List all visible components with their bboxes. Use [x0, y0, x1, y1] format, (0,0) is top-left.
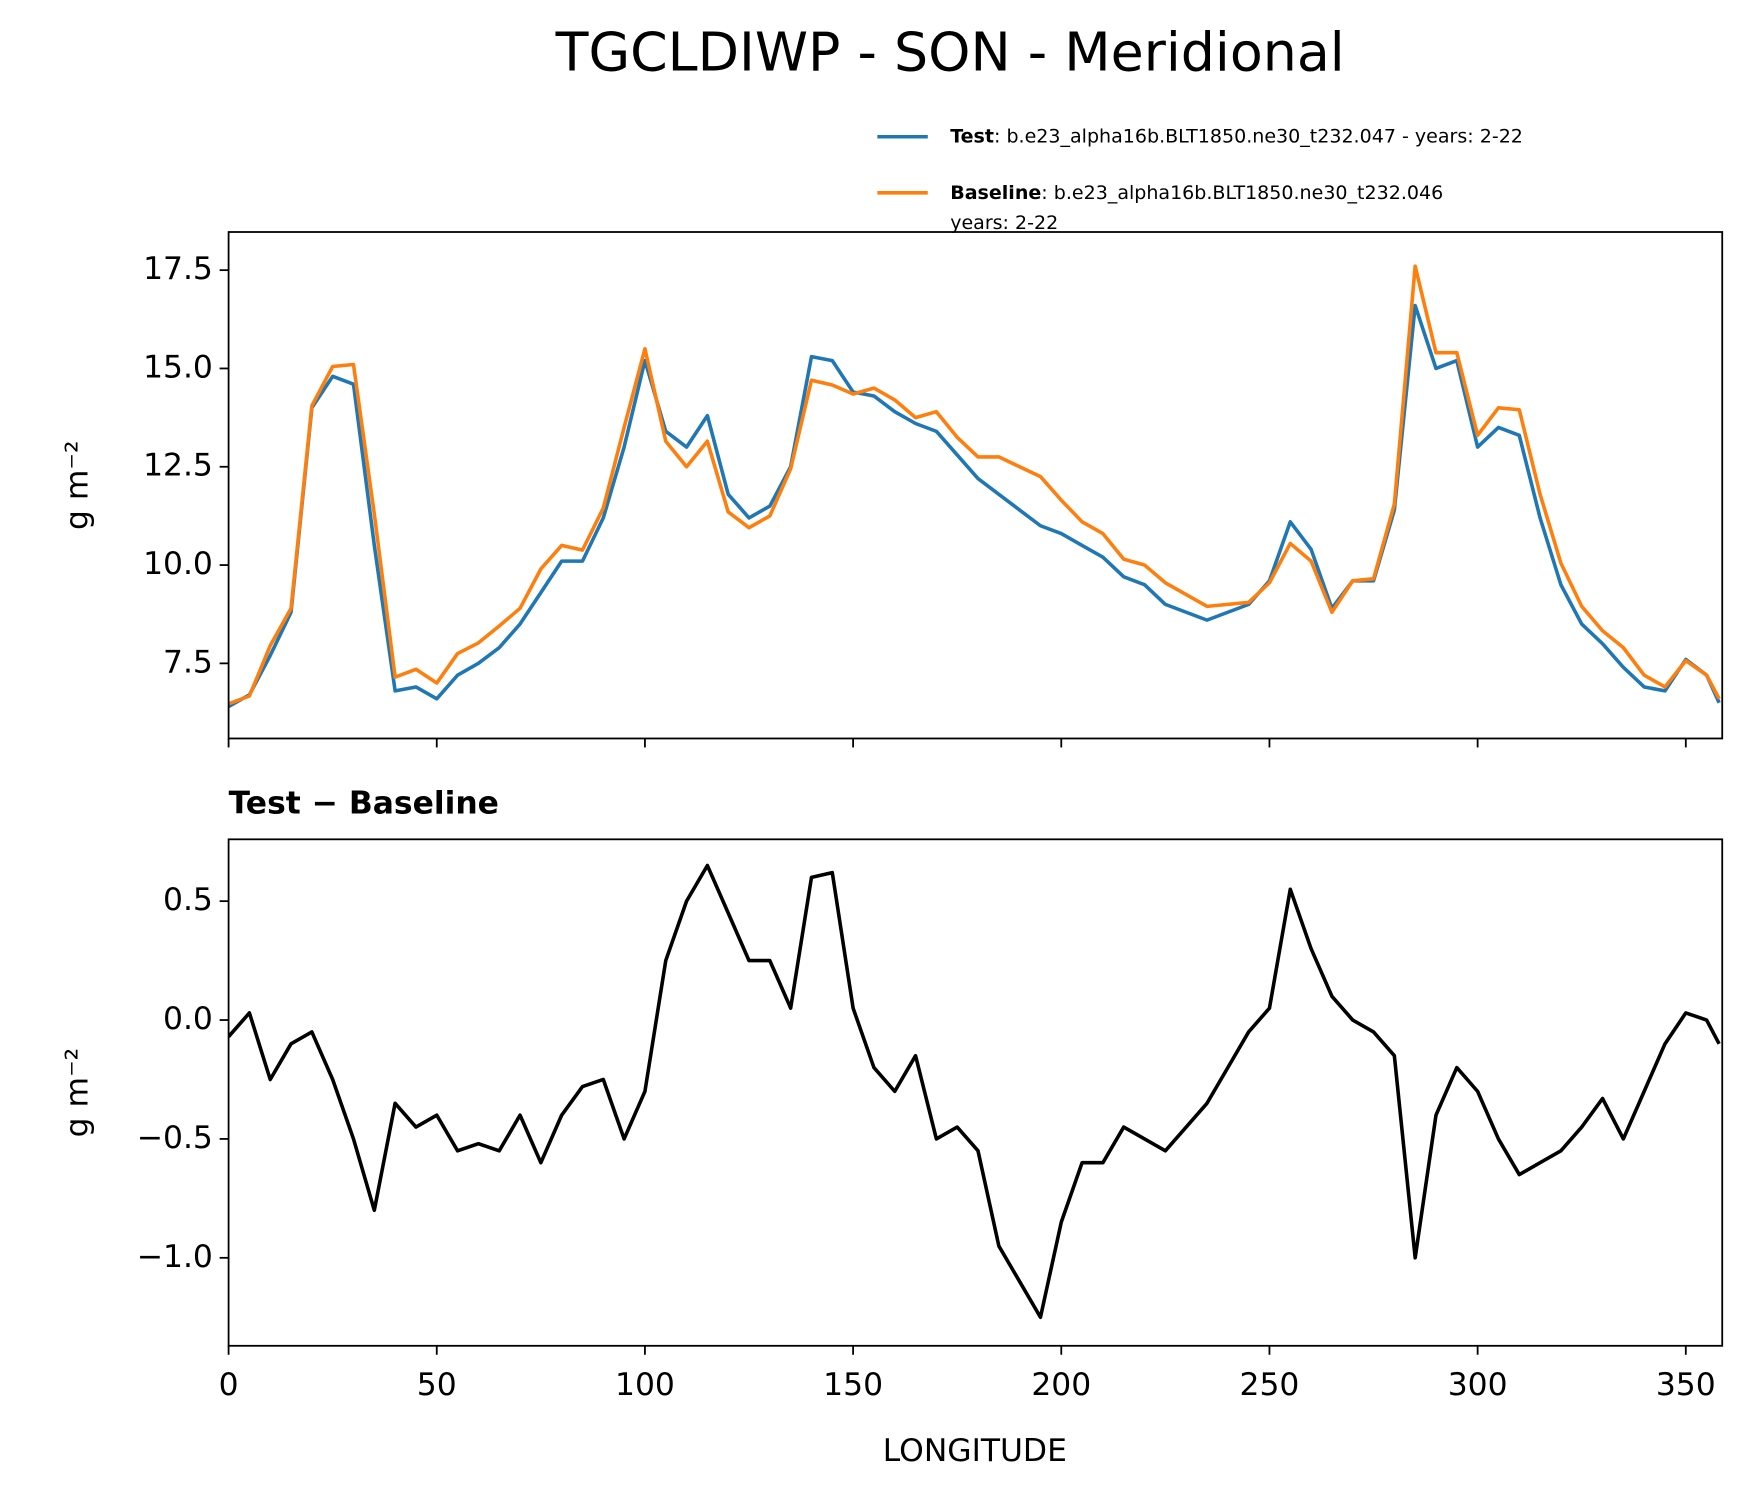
data-line [228, 863, 1721, 1320]
y-tick-label: 12.5 [143, 448, 213, 484]
plot-frame [227, 838, 1724, 1347]
y-tick-label: 7.5 [163, 644, 213, 680]
y-axis-label: g m⁻² [59, 1048, 95, 1138]
data-line [228, 303, 1721, 709]
legend-name: Test [950, 125, 994, 147]
y-tick-label: 0.0 [163, 1001, 213, 1037]
y-tick-label: −0.5 [137, 1120, 213, 1156]
x-axis-label: LONGITUDE [883, 1433, 1067, 1469]
legend-description: : b.e23_alpha16b.BLT1850.ne30_t232.047 -… [994, 125, 1523, 147]
legend-description: years: 2-22 [950, 212, 1058, 234]
legend-entry: Baseline: b.e23_alpha16b.BLT1850.ne30_t2… [950, 181, 1443, 203]
chart-title: TGCLDIWP - SON - Meridional [555, 21, 1345, 84]
plot-frame [227, 231, 1724, 740]
y-axis-label: g m⁻² [59, 440, 95, 530]
legend-name: Baseline [950, 181, 1041, 203]
y-tick-label: 10.0 [143, 546, 213, 582]
legend-entry: years: 2-22 [950, 212, 1058, 234]
x-tick-label: 100 [615, 1367, 675, 1403]
x-tick-label: 300 [1448, 1367, 1508, 1403]
y-tick-label: 17.5 [143, 251, 213, 287]
y-tick-label: 0.5 [163, 882, 213, 918]
legend-entry: Test: b.e23_alpha16b.BLT1850.ne30_t232.0… [950, 125, 1523, 147]
y-tick-label: 15.0 [143, 349, 213, 385]
x-tick-label: 50 [417, 1367, 457, 1403]
data-line [228, 264, 1721, 706]
x-tick-label: 150 [823, 1367, 883, 1403]
y-tick-label: −1.0 [137, 1239, 213, 1275]
x-tick-label: 350 [1656, 1367, 1716, 1403]
legend-description: : b.e23_alpha16b.BLT1850.ne30_t232.046 [1041, 181, 1443, 203]
x-tick-label: 0 [219, 1367, 239, 1403]
x-tick-label: 200 [1031, 1367, 1091, 1403]
x-tick-label: 250 [1240, 1367, 1300, 1403]
subplot-title: Test − Baseline [229, 786, 499, 822]
